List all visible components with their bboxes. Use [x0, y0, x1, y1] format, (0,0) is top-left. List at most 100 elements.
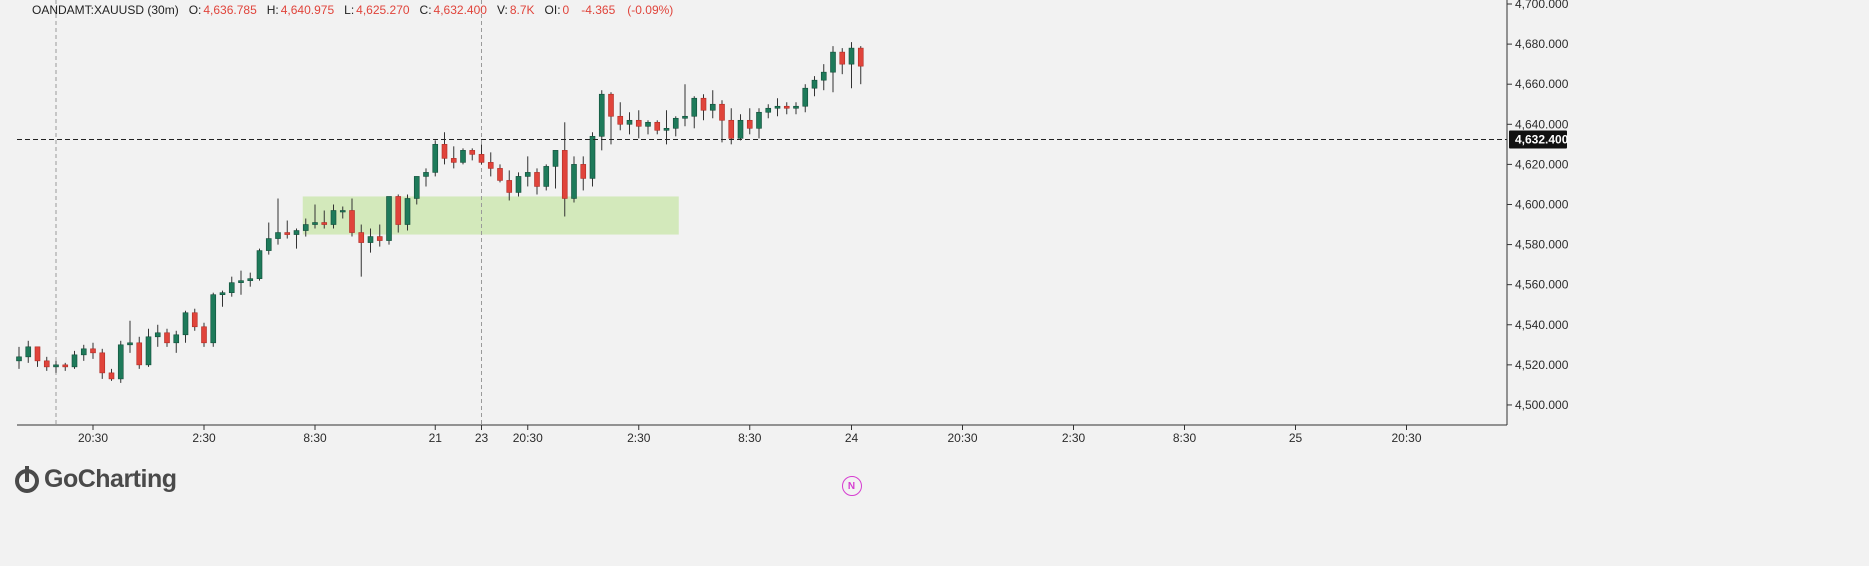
- price-tick-label: 4,600.000: [1515, 197, 1569, 211]
- price-tick-label: 4,620.000: [1515, 157, 1569, 171]
- high-value: 4,640.975: [280, 3, 335, 17]
- candle-up: [367, 236, 374, 243]
- candle-up: [423, 172, 429, 177]
- candle-down: [728, 119, 735, 139]
- candle-down: [62, 364, 69, 368]
- candle-down: [635, 119, 642, 127]
- candle-down: [43, 360, 50, 368]
- candle-up: [682, 115, 688, 119]
- candle-up: [117, 344, 124, 380]
- time-tick-label: 20:30: [1391, 431, 1421, 445]
- candle-down: [441, 144, 448, 159]
- candle-up: [626, 119, 633, 125]
- price-tick-label: 4,540.000: [1515, 318, 1569, 332]
- candle-down: [164, 332, 170, 344]
- demand-zone: [302, 196, 679, 235]
- time-tick-label: 24: [845, 431, 859, 445]
- price-tick-label: 4,580.000: [1515, 238, 1569, 252]
- candle-up: [16, 356, 22, 362]
- close-value: 4,632.400: [433, 3, 487, 17]
- candle-down: [839, 51, 846, 65]
- time-tick-label: 25: [1289, 431, 1303, 445]
- candle-up: [774, 105, 781, 109]
- time-tick-label: 8:30: [738, 431, 762, 445]
- oi-label: OI:: [544, 3, 561, 17]
- time-tick-label: 2:30: [192, 431, 216, 445]
- candle-up: [53, 364, 59, 368]
- candle-down: [746, 119, 753, 129]
- candle-up: [404, 198, 411, 225]
- candle-down: [284, 232, 291, 235]
- candle-up: [432, 144, 439, 173]
- change-percent: (-0.09%): [627, 3, 674, 17]
- time-tick-label: 8:30: [1173, 431, 1197, 445]
- symbol-label[interactable]: OANDAMT:XAUUSD (30m): [32, 3, 179, 17]
- candle-up: [820, 71, 827, 81]
- price-tick-label: 4,560.000: [1515, 278, 1569, 292]
- candle-up: [210, 294, 217, 344]
- candle-up: [598, 93, 605, 137]
- candle-up: [154, 332, 161, 338]
- candle-up: [672, 117, 679, 129]
- candle-up: [228, 282, 235, 293]
- candle-down: [108, 372, 115, 380]
- candle-up: [802, 87, 809, 107]
- low-readout: L: 4,625.270: [344, 3, 409, 17]
- candle-down: [497, 168, 503, 181]
- candle-up: [330, 210, 337, 225]
- candle-up: [848, 47, 855, 65]
- time-tick-label: 8:30: [303, 431, 327, 445]
- volume-readout: V: 8.7K: [497, 3, 535, 17]
- high-readout: H: 4,640.975: [267, 3, 334, 17]
- candle-up: [756, 111, 762, 129]
- candle-up: [80, 348, 87, 356]
- candle-down: [561, 150, 568, 199]
- candle-up: [386, 196, 392, 241]
- candle-up: [247, 278, 254, 281]
- candle-up: [811, 79, 818, 89]
- candle-down: [34, 346, 41, 362]
- candle-up: [145, 336, 152, 366]
- candle-down: [580, 164, 587, 179]
- candle-up: [543, 166, 550, 187]
- candle-up: [293, 230, 300, 235]
- candle-down: [201, 326, 207, 344]
- time-tick-label: 20:30: [78, 431, 108, 445]
- price-tick-label: 4,640.000: [1515, 117, 1569, 131]
- candle-up: [127, 342, 133, 346]
- candle-down: [321, 222, 328, 225]
- candle-up: [737, 119, 744, 139]
- candle-down: [395, 196, 402, 225]
- price-tick-label: 4,680.000: [1515, 37, 1569, 51]
- time-tick-label: 21: [429, 431, 443, 445]
- candle-down: [358, 232, 365, 243]
- candle-up: [524, 172, 531, 177]
- candle-up: [765, 107, 772, 113]
- candle-up: [312, 222, 318, 225]
- price-tick-label: 4,660.000: [1515, 77, 1569, 91]
- ohlc-legend: OANDAMT:XAUUSD (30m) O: 4,636.785 H: 4,6…: [32, 3, 673, 17]
- candle-down: [719, 103, 725, 121]
- candle-up: [571, 164, 577, 199]
- candle-up: [663, 128, 670, 131]
- candle-up: [589, 136, 596, 179]
- candle-up: [709, 103, 716, 111]
- candle-up: [460, 150, 466, 163]
- candle-up: [515, 176, 522, 193]
- candle-up: [182, 312, 189, 336]
- logo-text: GoCharting: [44, 464, 177, 493]
- volume-label: V:: [496, 3, 508, 17]
- candle-up: [793, 105, 799, 109]
- last-price-tag-label: 4,632.400: [1515, 133, 1569, 147]
- close-label: C:: [419, 3, 432, 17]
- news-event-marker[interactable]: N: [841, 476, 862, 496]
- candle-up: [265, 238, 272, 251]
- volume-value: 8.7K: [509, 3, 535, 17]
- candle-up: [645, 121, 651, 127]
- time-tick-label: 23: [475, 431, 489, 445]
- candle-up: [413, 176, 420, 199]
- candle-up: [173, 334, 180, 344]
- candle-up: [238, 280, 244, 283]
